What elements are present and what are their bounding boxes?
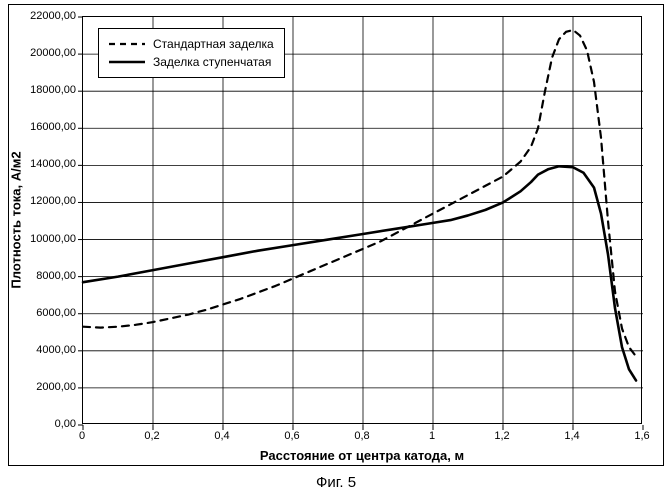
x-tick-label: 0 bbox=[79, 430, 85, 442]
legend-swatch bbox=[109, 37, 145, 51]
legend-label: Заделка ступенчатая bbox=[153, 55, 271, 69]
x-tick-label: 0,6 bbox=[284, 430, 299, 442]
x-tick-label: 1,6 bbox=[634, 430, 649, 442]
y-tick-label: 6000,00 bbox=[28, 307, 76, 319]
plot-svg bbox=[83, 17, 643, 425]
legend-item: Заделка ступенчатая bbox=[109, 53, 274, 71]
x-tick-label: 0,4 bbox=[214, 430, 229, 442]
y-tick-label: 4000,00 bbox=[28, 344, 76, 356]
x-tick-label: 0,8 bbox=[354, 430, 369, 442]
y-axis-label: Плотность тока, А/м2 bbox=[9, 151, 24, 288]
y-tick-label: 10000,00 bbox=[28, 233, 76, 245]
y-tick-label: 12000,00 bbox=[28, 195, 76, 207]
y-tick-label: 0,00 bbox=[28, 418, 76, 430]
figure-container: Стандартная заделка Заделка ступенчатая П… bbox=[0, 0, 672, 500]
x-tick-label: 1,2 bbox=[494, 430, 509, 442]
y-tick-label: 16000,00 bbox=[28, 121, 76, 133]
legend-swatch bbox=[109, 55, 145, 69]
y-tick-label: 8000,00 bbox=[28, 270, 76, 282]
x-tick-label: 1,4 bbox=[564, 430, 579, 442]
figure-caption: Фиг. 5 bbox=[316, 474, 356, 491]
legend-label: Стандартная заделка bbox=[153, 37, 274, 51]
legend-item: Стандартная заделка bbox=[109, 35, 274, 53]
series-line bbox=[83, 166, 636, 380]
y-tick-label: 14000,00 bbox=[28, 158, 76, 170]
y-tick-label: 18000,00 bbox=[28, 84, 76, 96]
x-tick-label: 0,2 bbox=[144, 430, 159, 442]
y-tick-label: 22000,00 bbox=[28, 10, 76, 22]
y-tick-label: 20000,00 bbox=[28, 47, 76, 59]
legend-box: Стандартная заделка Заделка ступенчатая bbox=[98, 28, 285, 78]
series-line bbox=[83, 30, 636, 356]
x-axis-label: Расстояние от центра катода, м bbox=[260, 448, 464, 463]
x-tick-label: 1 bbox=[429, 430, 435, 442]
y-tick-label: 2000,00 bbox=[28, 381, 76, 393]
